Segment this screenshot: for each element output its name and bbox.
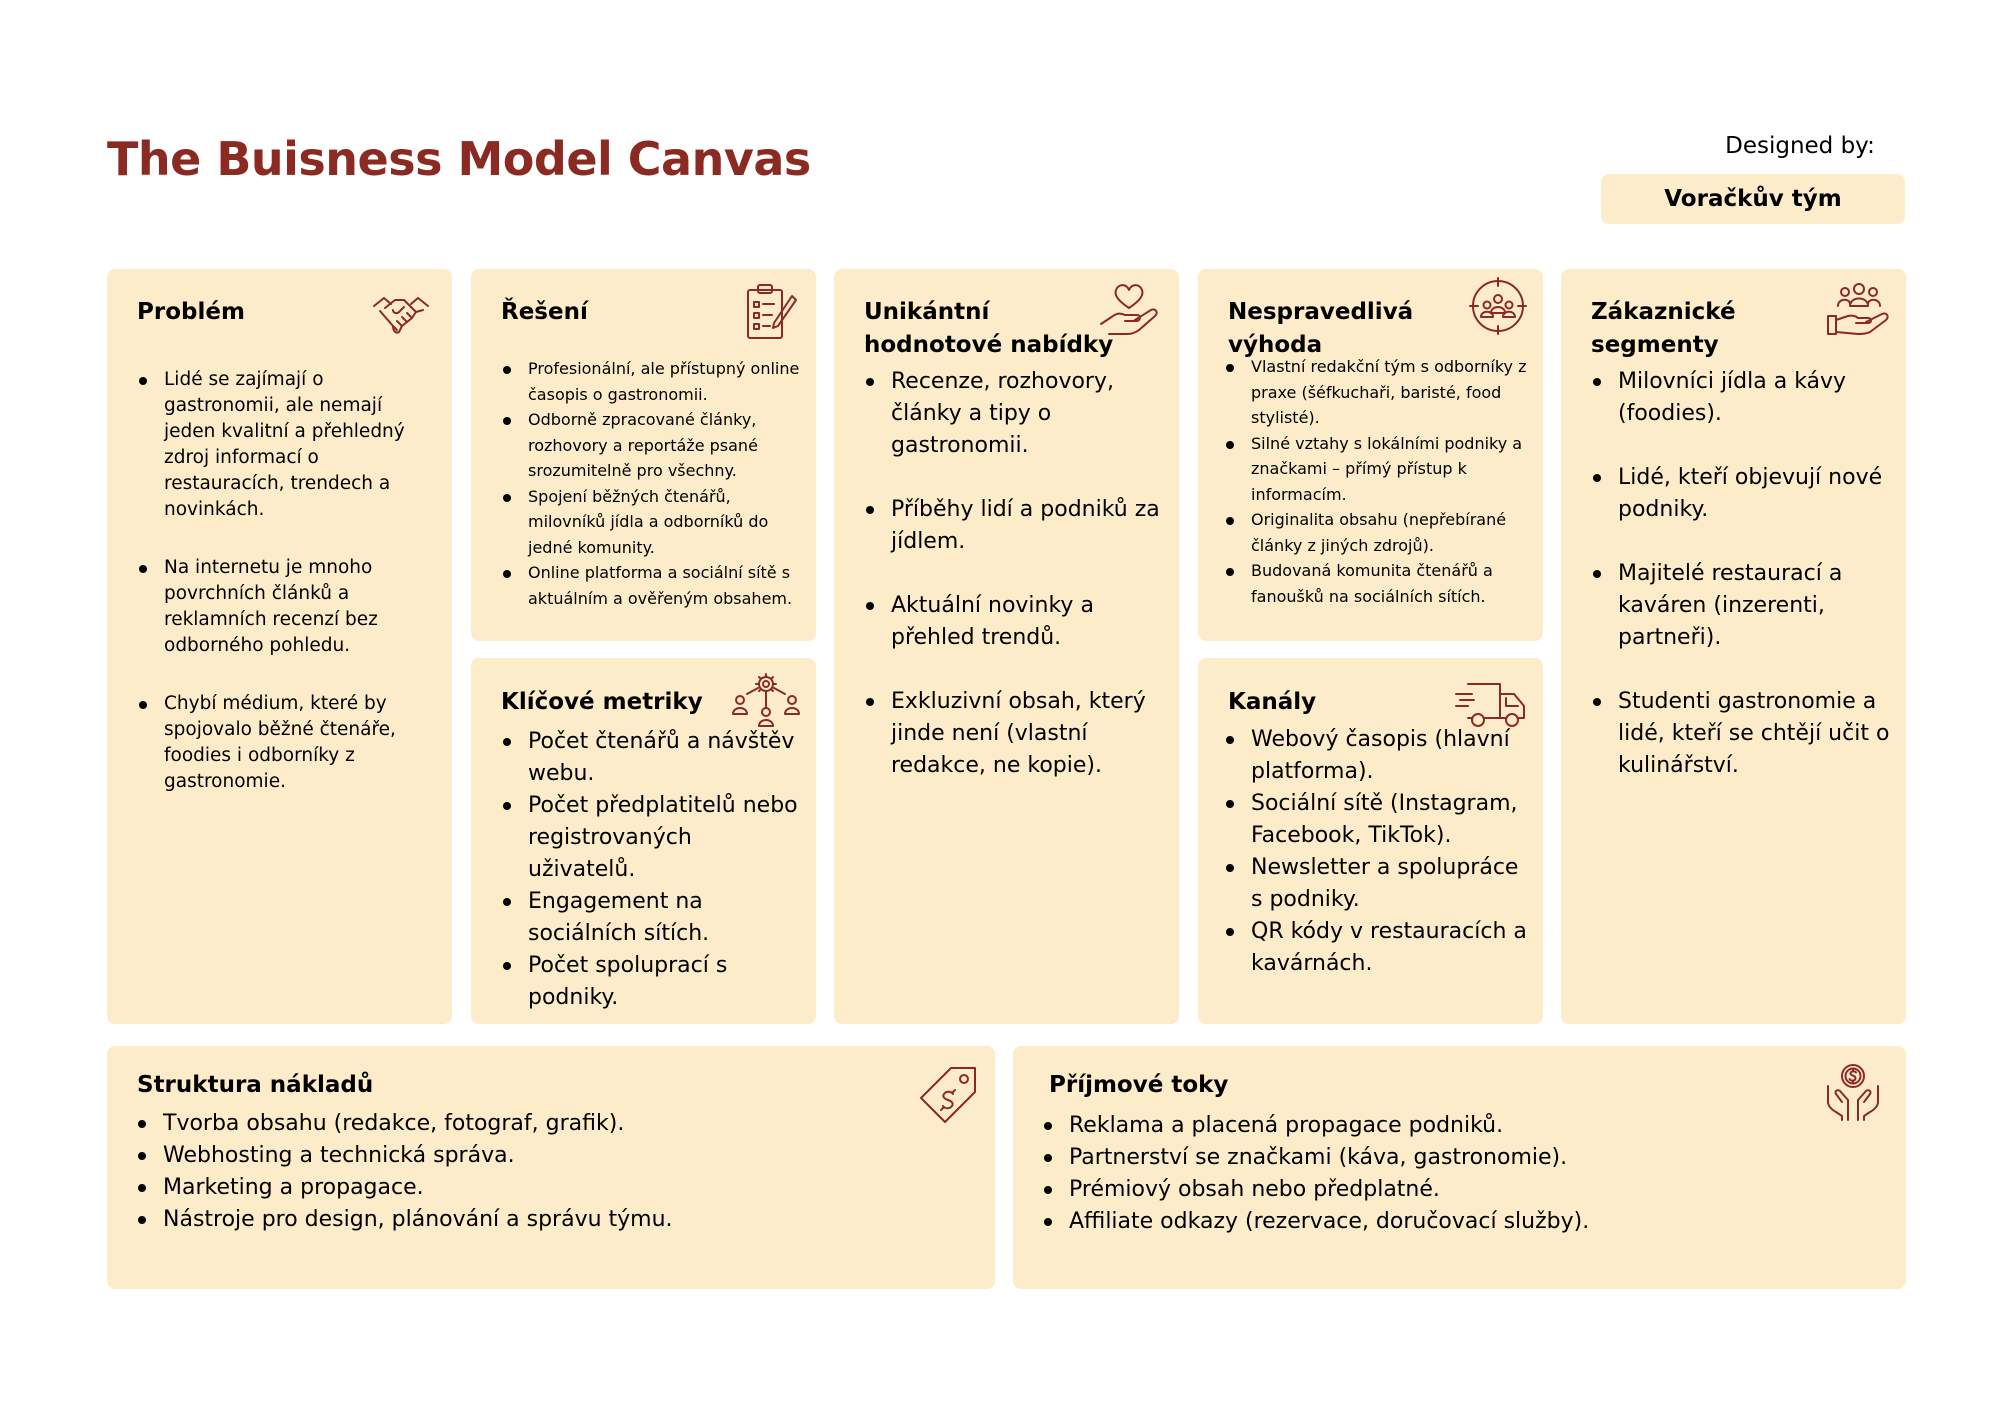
key-metrics-list: Počet čtenářů a návštěv webu. Počet před…: [494, 726, 804, 1014]
unfair-advantage-title: Nespravedlivá výhoda: [1228, 299, 1414, 358]
list-item: Počet čtenářů a návštěv webu.: [494, 726, 804, 790]
list-item: Počet předplatitelů nebo registrovaných …: [494, 790, 804, 886]
list-item: Webhosting a technická správa.: [129, 1140, 969, 1172]
price-tag-icon: [917, 1064, 979, 1126]
designed-by-label: Designed by:: [1725, 133, 1875, 159]
delivery-truck-icon: [1454, 680, 1528, 728]
target-group-icon: [1469, 277, 1527, 335]
list-item: Na internetu je mnoho povrchních článků …: [130, 555, 430, 659]
team-network-icon: [731, 672, 801, 728]
customer-segments-list: Milovníci jídla a kávy (foodies). Lidé, …: [1584, 366, 1894, 782]
list-item: Affiliate odkazy (rezervace, doručovací …: [1035, 1206, 1885, 1238]
list-item: Silné vztahy s lokálními podniky a značk…: [1217, 431, 1537, 508]
list-item: Webový časopis (hlavní platforma).: [1217, 724, 1535, 788]
value-proposition-card: Unikántní hodnotové nabídky Recenze, roz…: [834, 269, 1179, 1024]
key-metrics-title: Klíčové metriky: [501, 689, 703, 715]
list-item: Majitelé restaurací a kaváren (inzerenti…: [1584, 558, 1894, 654]
value-proposition-list: Recenze, rozhovory, články a tipy o gast…: [857, 366, 1167, 782]
list-item: Milovníci jídla a kávy (foodies).: [1584, 366, 1894, 430]
list-item: Prémiový obsah nebo předplatné.: [1035, 1174, 1885, 1206]
list-item: Chybí médium, které by spojovalo běžné č…: [130, 691, 430, 795]
list-item: Online platforma a sociální sítě s aktuá…: [494, 560, 804, 611]
list-item: Profesionální, ale přístupný online časo…: [494, 356, 804, 407]
customer-segments-card: Zákaznické segmenty Milovníci jídla a ká…: [1561, 269, 1906, 1024]
solution-card: Řešení Profesionální, ale přístupný onli…: [471, 269, 816, 641]
solution-list: Profesionální, ale přístupný online časo…: [494, 356, 804, 611]
list-item: Partnerství se značkami (káva, gastronom…: [1035, 1142, 1885, 1174]
list-item: Počet spoluprací s podniky.: [494, 950, 804, 1014]
channels-card: Kanály Webový časopis (hlavní platforma)…: [1198, 658, 1543, 1024]
list-item: Newsletter a spolupráce s podniky.: [1217, 852, 1535, 916]
revenue-streams-title: Příjmové toky: [1049, 1072, 1229, 1098]
channels-list: Webový časopis (hlavní platforma). Sociá…: [1217, 724, 1535, 980]
unfair-advantage-list: Vlastní redakční tým s odborníky z praxe…: [1217, 354, 1537, 609]
designed-by-box: Voračkův tým: [1601, 174, 1905, 224]
list-item: Recenze, rozhovory, články a tipy o gast…: [857, 366, 1167, 462]
key-metrics-card: Klíčové metriky Počet čtenářů a návštěv …: [471, 658, 816, 1024]
list-item: Studenti gastronomie a lidé, kteří se ch…: [1584, 686, 1894, 782]
list-item: Tvorba obsahu (redakce, fotograf, grafik…: [129, 1108, 969, 1140]
list-item: Lidé se zajímají o gastronomii, ale nema…: [130, 367, 430, 523]
customers-hand-icon: [1826, 280, 1892, 340]
problem-list: Lidé se zajímají o gastronomii, ale nema…: [130, 367, 430, 795]
list-item: Reklama a placená propagace podniků.: [1035, 1110, 1885, 1142]
money-hands-icon: [1824, 1062, 1882, 1122]
heart-hand-icon: [1099, 280, 1165, 340]
revenue-streams-card: Příjmové toky Reklama a placená propagac…: [1013, 1046, 1906, 1289]
list-item: Exkluzivní obsah, který jinde není (vlas…: [857, 686, 1167, 782]
designed-by-value: Voračkův tým: [1664, 186, 1842, 212]
customer-segments-title: Zákaznické segmenty: [1591, 299, 1736, 358]
list-item: Sociální sítě (Instagram, Facebook, TikT…: [1217, 788, 1535, 852]
list-item: QR kódy v restauracích a kavárnách.: [1217, 916, 1535, 980]
page-title: The Buisness Model Canvas: [107, 132, 811, 186]
cost-structure-title: Struktura nákladů: [137, 1072, 374, 1098]
revenue-streams-list: Reklama a placená propagace podniků. Par…: [1035, 1110, 1885, 1238]
list-item: Aktuální novinky a přehled trendů.: [857, 590, 1167, 654]
list-item: Marketing a propagace.: [129, 1172, 969, 1204]
value-proposition-title: Unikántní hodnotové nabídky: [864, 299, 1114, 358]
channels-title: Kanály: [1228, 689, 1317, 715]
problem-title: Problém: [137, 299, 245, 325]
list-item: Lidé, kteří objevují nové podniky.: [1584, 462, 1894, 526]
list-item: Engagement na sociálních sítích.: [494, 886, 804, 950]
list-item: Spojení běžných čtenářů, milovníků jídla…: [494, 484, 804, 561]
list-item: Vlastní redakční tým s odborníky z praxe…: [1217, 354, 1537, 431]
problem-card: Problém Lidé se zajímají o gastronomii, …: [107, 269, 452, 1024]
list-item: Originalita obsahu (nepřebírané články z…: [1217, 507, 1537, 558]
unfair-advantage-card: Nespravedlivá výhoda Vlastní redakční tý…: [1198, 269, 1543, 641]
list-item: Odborně zpracované články, rozhovory a r…: [494, 407, 804, 484]
list-item: Nástroje pro design, plánování a správu …: [129, 1204, 969, 1236]
list-item: Budovaná komunita čtenářů a fanoušků na …: [1217, 558, 1537, 609]
handshake-icon: [371, 286, 431, 346]
solution-title: Řešení: [501, 299, 588, 325]
cost-structure-card: Struktura nákladů Tvorba obsahu (redakce…: [107, 1046, 995, 1289]
clipboard-checklist-icon: [745, 282, 797, 342]
list-item: Příběhy lidí a podniků za jídlem.: [857, 494, 1167, 558]
cost-structure-list: Tvorba obsahu (redakce, fotograf, grafik…: [129, 1108, 969, 1236]
